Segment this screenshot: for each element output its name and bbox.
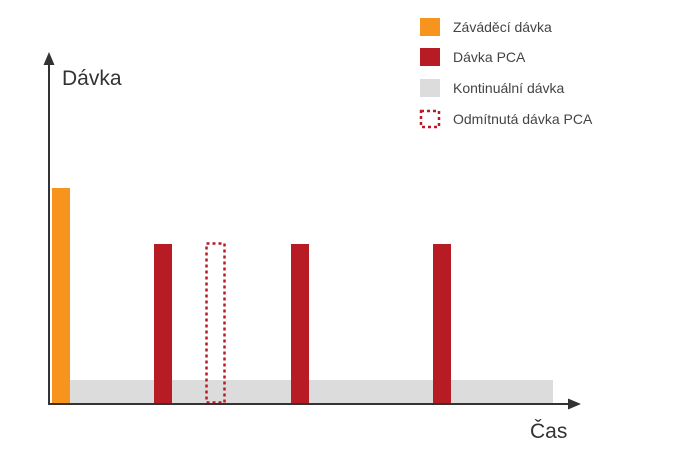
x-axis-arrow — [568, 398, 581, 410]
legend-swatch-continuous-dose — [420, 79, 440, 97]
pca-dose-bar — [154, 244, 172, 404]
legend-label-pca-dose: Dávka PCA — [453, 49, 526, 65]
pca-dose-bar — [433, 244, 451, 404]
legend-label-continuous-dose: Kontinuální dávka — [453, 80, 565, 96]
pca-dose-bar — [291, 244, 309, 404]
legend-swatch-pca-dose — [420, 48, 440, 66]
legend-item-loading-dose: Záváděcí dávka — [420, 18, 552, 36]
legend-label-loading-dose: Záváděcí dávka — [453, 19, 552, 35]
legend-label-rejected-pca-dose: Odmítnutá dávka PCA — [453, 111, 593, 127]
legend-item-rejected-pca-dose: Odmítnutá dávka PCA — [419, 109, 593, 129]
legend: Záváděcí dávka Dávka PCA Kontinuální dáv… — [419, 18, 593, 129]
y-axis-arrow — [43, 52, 55, 65]
legend-swatch-rejected-pca-dose — [419, 109, 441, 129]
legend-item-continuous-dose: Kontinuální dávka — [420, 79, 565, 97]
y-axis-label: Dávka — [62, 67, 122, 90]
x-axis-label: Čas — [530, 420, 567, 443]
loading-dose-bar — [52, 188, 70, 404]
legend-swatch-loading-dose — [420, 18, 440, 36]
rejected-pca-dose-bar — [205, 242, 226, 404]
legend-item-pca-dose: Dávka PCA — [420, 48, 526, 66]
